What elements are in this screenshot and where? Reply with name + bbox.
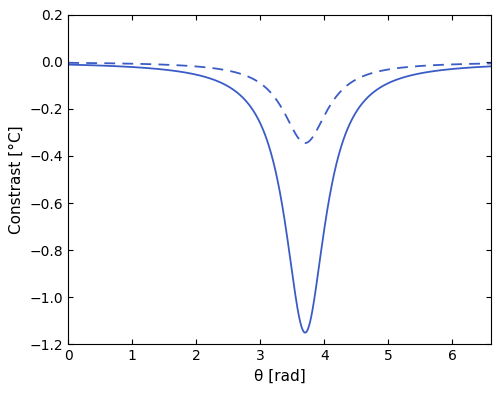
Y-axis label: Constrast [°C]: Constrast [°C] bbox=[9, 125, 24, 234]
X-axis label: θ [rad]: θ [rad] bbox=[254, 369, 306, 384]
